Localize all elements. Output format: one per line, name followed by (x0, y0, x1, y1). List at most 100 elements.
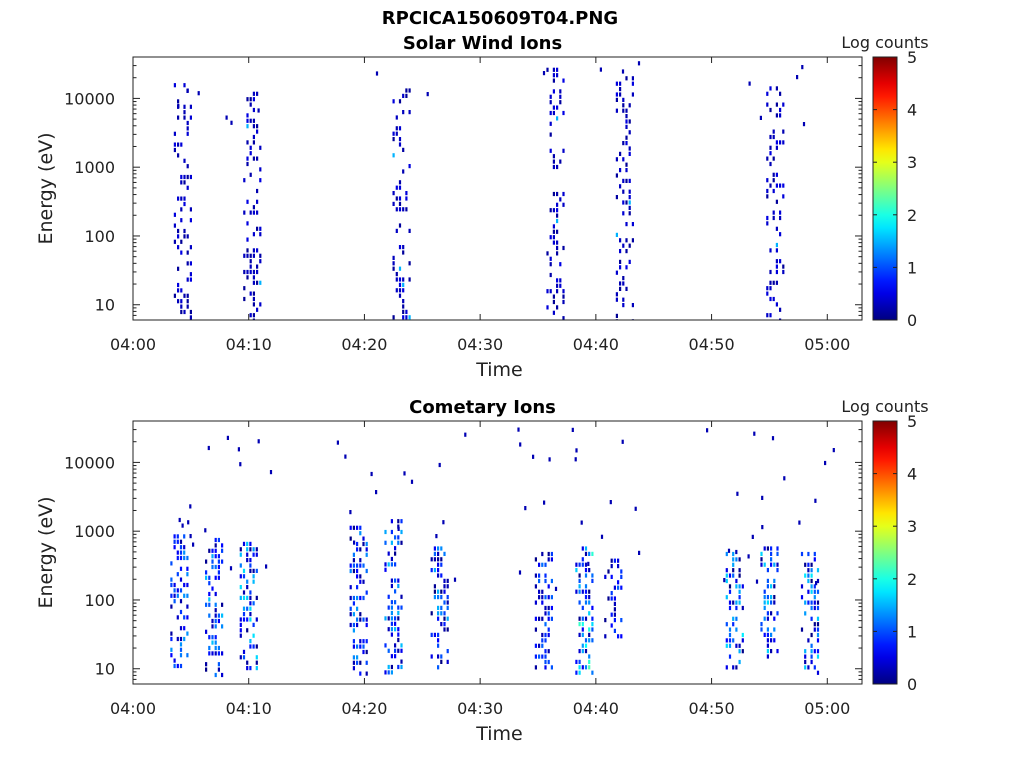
data-cell (775, 183, 778, 188)
data-cell (186, 555, 189, 561)
data-cell (249, 541, 252, 546)
data-cell (779, 91, 782, 96)
data-cell (622, 281, 625, 286)
data-cell (807, 638, 810, 643)
data-cell (625, 286, 628, 291)
data-cell (732, 600, 735, 605)
data-cell (400, 605, 403, 610)
data-cell (217, 651, 220, 656)
data-cell (534, 600, 537, 605)
data-cell (208, 597, 211, 602)
data-cell (769, 145, 772, 150)
data-cell (349, 585, 352, 590)
data-cell (352, 644, 355, 649)
data-burst (336, 440, 368, 676)
data-cell (619, 259, 622, 264)
data-cell (186, 185, 189, 190)
data-cell (252, 318, 255, 320)
data-cell (365, 671, 368, 676)
data-cell (246, 113, 249, 118)
data-cell (813, 600, 816, 605)
data-burst (542, 67, 565, 320)
data-cell (763, 632, 766, 637)
data-cell (760, 551, 763, 556)
data-cell (356, 541, 359, 547)
data-cell (544, 605, 547, 611)
data-cell (584, 665, 588, 670)
data-cell (239, 633, 242, 638)
data-cell (397, 648, 400, 653)
data-cell (775, 242, 778, 248)
data-cell (359, 558, 362, 563)
data-cell (395, 228, 398, 233)
data-cell (544, 611, 547, 616)
data-cell (398, 293, 402, 298)
data-cell (810, 616, 813, 621)
data-cell (387, 648, 390, 653)
data-cell (259, 253, 262, 258)
data-cell (807, 589, 810, 594)
data-cell (217, 554, 220, 559)
data-cell (800, 595, 804, 600)
x-tick-label: 04:10 (226, 699, 272, 718)
data-cell (173, 223, 176, 228)
data-cell (610, 574, 613, 579)
data-cell (440, 654, 443, 659)
data-cell (446, 605, 449, 610)
data-cell (402, 309, 405, 314)
data-cell (562, 289, 565, 294)
data-cell (256, 264, 259, 269)
data-cell (637, 61, 641, 66)
colorbar-label: Log counts (841, 33, 928, 52)
data-cell (189, 104, 192, 109)
data-cell (581, 665, 584, 670)
data-cell (362, 617, 365, 622)
data-cell (356, 655, 359, 660)
x-tick-label: 04:40 (573, 335, 619, 354)
data-cell (352, 595, 355, 601)
data-cell (625, 141, 628, 146)
data-cell (628, 103, 631, 108)
data-cell (760, 622, 763, 627)
data-cell (625, 76, 628, 81)
data-cell (170, 636, 173, 642)
data-cell (183, 626, 186, 631)
data-cell (517, 427, 520, 432)
data-cell (176, 534, 179, 539)
data-cell (173, 582, 176, 588)
data-cell (775, 302, 778, 307)
data-cell (179, 555, 183, 561)
data-cell (246, 156, 249, 161)
data-cell (613, 585, 616, 590)
data-cell (255, 552, 258, 557)
data-cell (706, 428, 709, 433)
data-cell (344, 454, 347, 459)
data-cell (255, 666, 258, 671)
data-cell (766, 102, 769, 107)
data-cell (775, 140, 778, 145)
data-cell (442, 520, 445, 525)
data-cell (186, 164, 189, 169)
panel-title: Cometary Ions (409, 397, 556, 418)
data-cell (252, 205, 255, 210)
data-cell (443, 578, 446, 583)
data-cell (170, 604, 173, 609)
data-cell (625, 114, 628, 119)
data-cell (728, 627, 732, 632)
data-cell (252, 118, 255, 123)
data-cell (180, 207, 183, 212)
figure-title: RPCICA150609T04.PNG (382, 8, 618, 29)
data-cell (725, 638, 728, 643)
data-cell (810, 568, 813, 573)
data-cell (390, 605, 393, 610)
data-cell (728, 600, 732, 605)
data-cell (352, 601, 355, 606)
data-cell (581, 622, 584, 627)
data-cell (556, 218, 559, 224)
data-cell (813, 551, 816, 557)
data-cell (772, 129, 775, 134)
data-cell (211, 651, 214, 656)
data-cell (559, 89, 562, 94)
colorbar-tick-label: 3 (907, 153, 917, 172)
data-cell (400, 529, 403, 535)
